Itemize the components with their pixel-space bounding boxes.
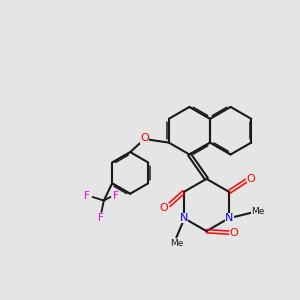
Text: F: F xyxy=(113,191,119,201)
Text: Me: Me xyxy=(251,207,265,216)
Text: O: O xyxy=(140,134,149,143)
Text: N: N xyxy=(180,213,188,223)
Text: O: O xyxy=(247,174,256,184)
Text: F: F xyxy=(84,191,90,201)
Text: O: O xyxy=(230,228,239,238)
Text: F: F xyxy=(98,213,104,224)
Text: O: O xyxy=(160,203,168,213)
Text: N: N xyxy=(225,213,233,223)
Text: Me: Me xyxy=(170,239,183,248)
